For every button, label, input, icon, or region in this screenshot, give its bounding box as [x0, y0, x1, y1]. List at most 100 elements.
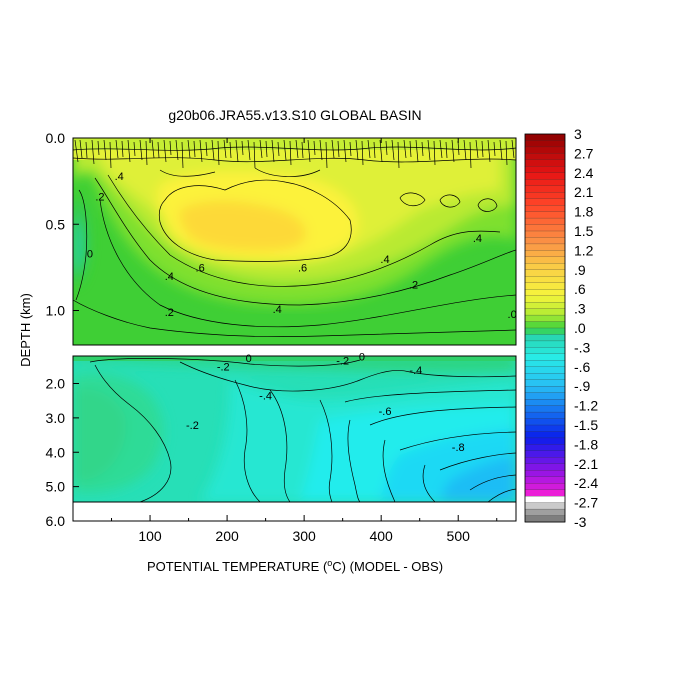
colorbar-box: [524, 243, 566, 251]
colorbar-frame: [524, 133, 566, 523]
contour-label: .2: [165, 307, 174, 319]
colorbar-box: [524, 192, 566, 200]
contour-label: -.2: [336, 355, 349, 367]
colorbar-label: 3: [574, 126, 582, 142]
colorbar-box: [524, 211, 566, 219]
contour-label: -.6: [379, 406, 392, 418]
y-tick-label-lower: 2.0: [46, 376, 66, 392]
colorbar-box: [524, 159, 566, 167]
y-tick-label-lower: 4.0: [46, 444, 66, 460]
colorbar-box: [524, 411, 566, 419]
upper-contours: [73, 174, 516, 337]
colorbar-box: [524, 353, 566, 361]
colorbar-box: [524, 230, 566, 238]
colorbar-box: [524, 166, 566, 174]
contour-label: .4: [165, 271, 174, 283]
colorbar-box: [524, 379, 566, 387]
x-tick-label: 100: [138, 528, 162, 544]
contour-label: 0: [87, 249, 93, 261]
colorbar-box: [524, 424, 566, 432]
colorbar-label: 2.4: [574, 165, 594, 181]
colorbar-label: .3: [574, 301, 586, 317]
lower-axis-frame: [72, 355, 517, 522]
upper-panel: .2 0 .4 .6 .4 .2 .4 .6 .4 .2 .4 .0: [72, 137, 517, 346]
colorbar-box: [524, 347, 566, 355]
x-tick-label: 500: [447, 528, 471, 544]
colorbar-box: [524, 463, 566, 471]
contour-label: 0: [359, 352, 365, 364]
colorbar-label: -.3: [574, 339, 591, 355]
colorbar-box: [524, 483, 566, 491]
colorbar-box: [524, 444, 566, 452]
colorbar-box: [524, 476, 566, 484]
colorbar-label: 2.7: [574, 145, 594, 161]
colorbar-box: [524, 489, 566, 497]
colorbar-label: -3: [574, 514, 587, 530]
colorbar-label: 1.5: [574, 223, 594, 239]
contour-label: .2: [409, 280, 418, 292]
lower-contours: [89, 358, 516, 502]
colorbar-label: 1.2: [574, 242, 594, 258]
colorbar-box: [524, 250, 566, 258]
contour-label: .6: [196, 262, 205, 274]
colorbar-box: [524, 263, 566, 271]
colorbar-label: .6: [574, 281, 586, 297]
colorbar-box: [524, 392, 566, 400]
y-tick-label-upper: 1.0: [46, 303, 66, 319]
chart-title: g20b06.JRA55.v13.S10 GLOBAL BASIN: [168, 107, 421, 123]
colorbar-box: [524, 366, 566, 374]
colorbar-box: [524, 457, 566, 465]
contour-label: .6: [298, 262, 307, 274]
colorbar-box: [524, 224, 566, 232]
colorbar-box: [524, 217, 566, 225]
colorbar-box: [524, 418, 566, 426]
colorbar-label: -1.2: [574, 398, 598, 414]
contour-label: -.4: [259, 391, 272, 403]
colorbar-box: [524, 340, 566, 348]
colorbar-label: 1.8: [574, 204, 594, 220]
colorbar-labels: 3 2.7 2.4 2.1 1.8 1.5 1.2 .9 .6 .3 .0 -.3 -.6 -.9 -1.2…: [574, 126, 598, 530]
colorbar-box: [524, 450, 566, 458]
colorbar-box: [524, 269, 566, 277]
colorbar: 3 2.7 2.4 2.1 1.8 1.5 1.2 .9 .6 .3 .0 -.3 -.6 -.9 -1.2…: [524, 126, 598, 530]
colorbar-boxes: [524, 133, 566, 523]
colorbar-box: [524, 282, 566, 290]
x-axis-label-suffix: C) (MODEL - OBS): [332, 559, 443, 574]
upper-noise-band: [73, 138, 516, 212]
x-tick-label: 200: [215, 528, 239, 544]
colorbar-label: -2.1: [574, 456, 598, 472]
colorbar-label: 2.1: [574, 184, 594, 200]
upper-contour-labels: .2 0 .4 .6 .4 .2 .4 .6 .4 .2 .4 .0: [87, 171, 517, 321]
colorbar-box: [524, 179, 566, 187]
contour-label: -.2: [186, 420, 199, 432]
colorbar-box: [524, 386, 566, 394]
colorbar-box: [524, 256, 566, 264]
colorbar-box: [524, 405, 566, 413]
colorbar-box: [524, 295, 566, 303]
colorbar-label: -.9: [574, 378, 591, 394]
colorbar-box: [524, 360, 566, 368]
y-tick-label-lower: 5.0: [46, 479, 66, 495]
colorbar-label: -2.7: [574, 495, 598, 511]
colorbar-box: [524, 289, 566, 297]
contour-label: .2: [95, 192, 104, 204]
lower-contour-labels: 0 -.2 -.2 0 -.4 -.4 -.6 -.2 -.8: [186, 352, 465, 454]
colorbar-box: [524, 308, 566, 316]
contour-label: -.8: [452, 442, 465, 454]
contour-label: 0: [246, 353, 252, 365]
colorbar-label: .9: [574, 262, 586, 278]
y-tick-label-upper: 0.5: [46, 216, 66, 232]
colorbar-box: [524, 205, 566, 213]
colorbar-label: -1.8: [574, 436, 598, 452]
colorbar-box: [524, 140, 566, 148]
x-axis-label-prefix: POTENTIAL TEMPERATURE (: [147, 559, 328, 574]
contour-label: .4: [380, 254, 389, 266]
contour-label: .4: [115, 171, 124, 183]
contour-label: .4: [473, 233, 482, 245]
colorbar-box: [524, 133, 566, 141]
colorbar-box: [524, 334, 566, 342]
y-tick-label-lower: 3.0: [46, 410, 66, 426]
colorbar-box: [524, 327, 566, 335]
contour-label: .0: [508, 309, 517, 321]
x-axis-label: POTENTIAL TEMPERATURE (oC) (MODEL - OBS): [147, 558, 443, 574]
